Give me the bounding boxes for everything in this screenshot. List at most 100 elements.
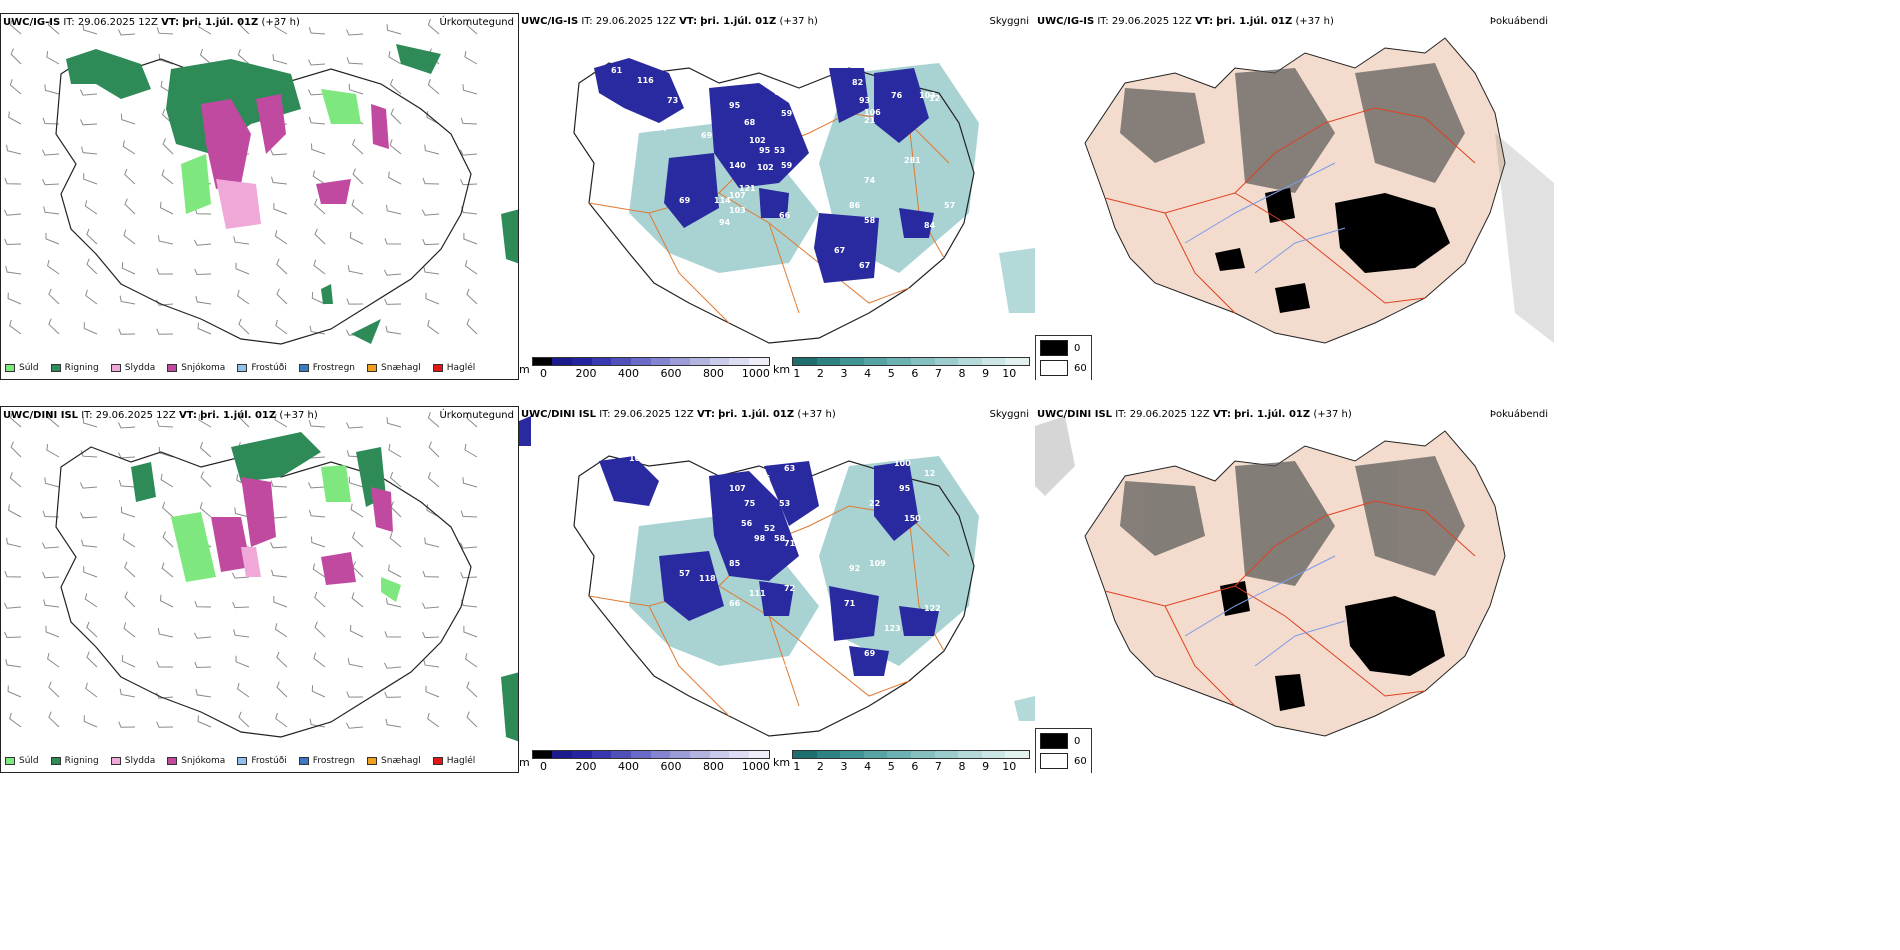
colorbar-tick: 3 bbox=[840, 760, 848, 773]
cloud-base-label: 71 bbox=[784, 539, 796, 548]
wind-barb bbox=[233, 236, 250, 245]
fog-panel-1: UWC/IG-IS IT: 29.06.2025 12Z VT: þri. 1.… bbox=[1035, 13, 1554, 380]
precip-blobs bbox=[131, 432, 518, 742]
colorbar-cell bbox=[934, 358, 959, 365]
wind-barb bbox=[464, 443, 478, 458]
wind-barb bbox=[427, 79, 440, 95]
cloud-base-label: 21 bbox=[864, 116, 876, 125]
wind-barb bbox=[270, 149, 288, 156]
cloud-base-label: 69 bbox=[679, 196, 691, 205]
wind-barb bbox=[124, 561, 136, 578]
wind-barb bbox=[121, 655, 136, 668]
wind-barb bbox=[385, 325, 402, 335]
wind-barb bbox=[466, 711, 478, 728]
wind-barb bbox=[44, 84, 60, 95]
wind-barb bbox=[157, 235, 174, 245]
panel-title: Úrkomutegund bbox=[439, 410, 514, 421]
cloud-base-colorbar: m 0 200 400 600 800 1000 bbox=[519, 357, 770, 380]
colorbar-cell bbox=[532, 751, 553, 758]
colorbar-tick: 10 bbox=[1002, 367, 1017, 380]
precip-map-1 bbox=[3, 18, 518, 345]
wind-barb bbox=[156, 420, 174, 428]
legend-swatch bbox=[110, 757, 121, 765]
wind-barb bbox=[428, 441, 440, 458]
wind-barb bbox=[426, 504, 440, 518]
wind-barb bbox=[83, 173, 98, 185]
wind-barb bbox=[311, 685, 326, 698]
fog-legend-swatch bbox=[1040, 753, 1068, 769]
wind-barb bbox=[124, 168, 136, 185]
wind-barb bbox=[8, 504, 22, 518]
wind-barb bbox=[80, 512, 98, 519]
wind-barb bbox=[311, 536, 326, 548]
wind-barb bbox=[195, 295, 212, 305]
wind-barb bbox=[276, 288, 288, 305]
wind-barb bbox=[314, 228, 326, 245]
panel-header: UWC/IG-IS IT: 29.06.2025 12Z VT: þri. 1.… bbox=[1037, 16, 1334, 27]
wind-barb bbox=[119, 295, 136, 305]
wind-barb bbox=[308, 116, 326, 125]
colorbar-cell bbox=[981, 751, 1006, 758]
wind-barb bbox=[270, 542, 288, 549]
cloud-base-label: 95 bbox=[759, 146, 771, 155]
wind-barb bbox=[118, 422, 136, 429]
wind-barb bbox=[124, 591, 136, 608]
wind-barb bbox=[156, 661, 173, 668]
wind-barb bbox=[308, 89, 326, 96]
wind-barb bbox=[5, 658, 22, 668]
wind-barb bbox=[460, 510, 478, 518]
cloud-base-label: 57 bbox=[944, 201, 955, 210]
colorbar-tick: 5 bbox=[887, 760, 895, 773]
wind-barb bbox=[82, 23, 98, 35]
legend-item: Snjókoma bbox=[167, 756, 225, 766]
wind-barb bbox=[274, 623, 288, 638]
legend-item: Haglél bbox=[432, 756, 476, 766]
wind-barb bbox=[42, 117, 60, 125]
wind-barb bbox=[386, 204, 402, 215]
colorbar-cell bbox=[631, 751, 651, 758]
cloud-base-label: 103 bbox=[919, 91, 936, 100]
legend-label: Frostúði bbox=[251, 363, 287, 373]
wind-barb bbox=[350, 503, 364, 518]
wind-barb bbox=[460, 179, 478, 186]
fog-dark bbox=[1220, 581, 1445, 711]
wind-barb bbox=[86, 228, 98, 245]
wind-barb bbox=[311, 143, 326, 155]
legend-swatch bbox=[5, 757, 15, 765]
cloud-base-label: 72 bbox=[784, 584, 795, 593]
precip-blobs bbox=[66, 44, 518, 344]
wind-barb bbox=[156, 268, 173, 275]
wind-barb bbox=[388, 564, 402, 578]
legend-swatch bbox=[5, 364, 15, 372]
wind-barb bbox=[463, 233, 478, 245]
wind-barb bbox=[462, 84, 478, 95]
cloud-base-label: 22 bbox=[869, 499, 880, 508]
wind-barb bbox=[4, 631, 22, 639]
panel-header: UWC/IG-IS IT: 29.06.2025 12Z VT: þri. 1.… bbox=[3, 17, 300, 28]
wind-barb bbox=[386, 597, 402, 608]
wind-barb bbox=[389, 471, 402, 488]
wind-barb bbox=[83, 566, 98, 578]
wind-barb bbox=[198, 413, 212, 428]
roads bbox=[1104, 500, 1476, 707]
colorbar-unit: km bbox=[773, 363, 791, 376]
legend-label: Haglél bbox=[446, 756, 476, 766]
cloud-base-label: 59 bbox=[781, 161, 793, 170]
wind-barb bbox=[231, 572, 250, 579]
cloud-base-label: 121 bbox=[739, 184, 756, 193]
panel-title: Þokuábendi bbox=[1489, 16, 1548, 27]
wind-barb bbox=[199, 48, 212, 65]
wind-barb bbox=[80, 119, 98, 126]
wind-barb bbox=[422, 238, 440, 246]
wind-barb bbox=[85, 682, 98, 698]
legend-label: Rigning bbox=[64, 363, 99, 373]
wind-barb bbox=[47, 652, 60, 668]
cloud-base-label: 140 bbox=[729, 161, 746, 170]
wind-barb bbox=[237, 49, 250, 65]
wind-barb bbox=[390, 108, 402, 125]
wind-barb bbox=[86, 621, 98, 638]
wind-barb bbox=[313, 259, 326, 275]
wind-barb bbox=[388, 443, 402, 458]
colorbar-cell bbox=[863, 358, 888, 365]
cloud-base-label: 68 bbox=[744, 118, 756, 127]
